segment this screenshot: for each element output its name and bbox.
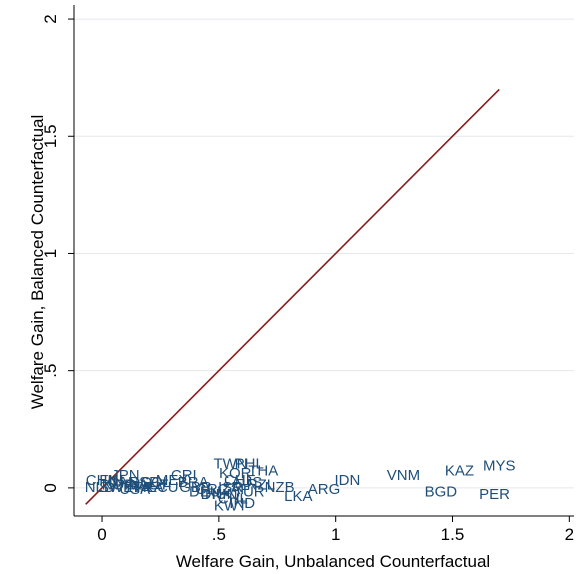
x-tick-label: 1.5: [441, 525, 465, 544]
country-label-chl: CHL: [218, 491, 248, 508]
country-label-nor: NOR: [102, 476, 136, 493]
country-label-lka: LKA: [284, 488, 312, 505]
country-label-aut: AUT: [138, 476, 168, 493]
country-label-gbr: GBR: [179, 479, 212, 496]
country-label-kwt: KWT: [214, 498, 247, 515]
country-label-grc: GRC: [195, 481, 229, 498]
country-label-bgd: BGD: [425, 484, 458, 501]
country-label-arg: ARG: [308, 481, 341, 498]
y-tick-label: 1: [41, 249, 60, 258]
country-label-col: COL: [140, 474, 171, 491]
country-label-tha: THA: [248, 462, 278, 479]
country-label-idn: IDN: [334, 472, 360, 489]
country-label-ind: IND: [229, 495, 255, 512]
country-label-isr: ISR: [218, 479, 243, 496]
reference-line-group: [85, 88, 500, 505]
country-label-mys: MYS: [483, 458, 516, 475]
country-label-esp: ESP: [129, 474, 159, 491]
y-axis-title: Welfare Gain, Balanced Counterfactual: [28, 115, 47, 410]
country-label-zaf: ZAF: [221, 481, 249, 498]
x-tick-label: 1: [331, 525, 340, 544]
country-label-kaz: KAZ: [445, 462, 474, 479]
country-label-can: CAN: [107, 474, 139, 491]
country-label-fra: FRA: [134, 479, 164, 496]
country-label-hun: HUN: [205, 486, 238, 503]
x-axis-title: Welfare Gain, Unbalanced Counterfactual: [176, 552, 490, 571]
reference-line: [85, 88, 500, 505]
country-label-cri: CRI: [171, 467, 197, 484]
country-label-bra: BRA: [178, 474, 209, 491]
x-tick-label: 2: [565, 525, 574, 544]
country-label-ita: ITA: [128, 479, 150, 496]
country-label-che: CHE: [224, 472, 256, 489]
country-label-phl: PHL: [235, 455, 264, 472]
country-label-vnm: VNM: [387, 467, 420, 484]
axes: [73, 5, 574, 517]
y-tick-label: 0: [41, 483, 60, 492]
country-label-nzb: NZB: [265, 479, 295, 496]
country-label-pol: POL: [115, 476, 145, 493]
x-tick-label: .5: [212, 525, 226, 544]
grid-lines: [74, 18, 574, 489]
y-tick-label: 2: [41, 14, 60, 23]
country-label-dnk: DNK: [201, 486, 233, 503]
country-label-chn: CHN: [86, 472, 119, 489]
country-label-swe: SWE: [99, 479, 133, 496]
country-label-deu: DEU: [189, 484, 221, 501]
country-label-twn: TWN: [213, 455, 247, 472]
axis-ticks: 0 .5 1 1.5 2 0 .5 1 1.5 2: [41, 14, 574, 544]
country-label-jpn: JPN: [111, 467, 139, 484]
country-label-kor: KOR: [219, 465, 252, 482]
country-label-per: PER: [479, 486, 510, 503]
x-tick-label: 0: [97, 525, 106, 544]
y-tick-label: 1.5: [41, 124, 60, 148]
country-label-mex: MEX: [156, 472, 189, 489]
country-label-usa: USA: [119, 481, 150, 498]
country-label-fin: FIN: [99, 472, 123, 489]
country-label-nzl: NZL: [247, 476, 275, 493]
country-label-nld: NLD: [85, 479, 115, 496]
country-label-ecu: ECU: [147, 479, 179, 496]
country-label-tur: TUR: [234, 484, 265, 501]
y-tick-label: .5: [41, 364, 60, 378]
country-label-aus: AUS: [231, 474, 262, 491]
